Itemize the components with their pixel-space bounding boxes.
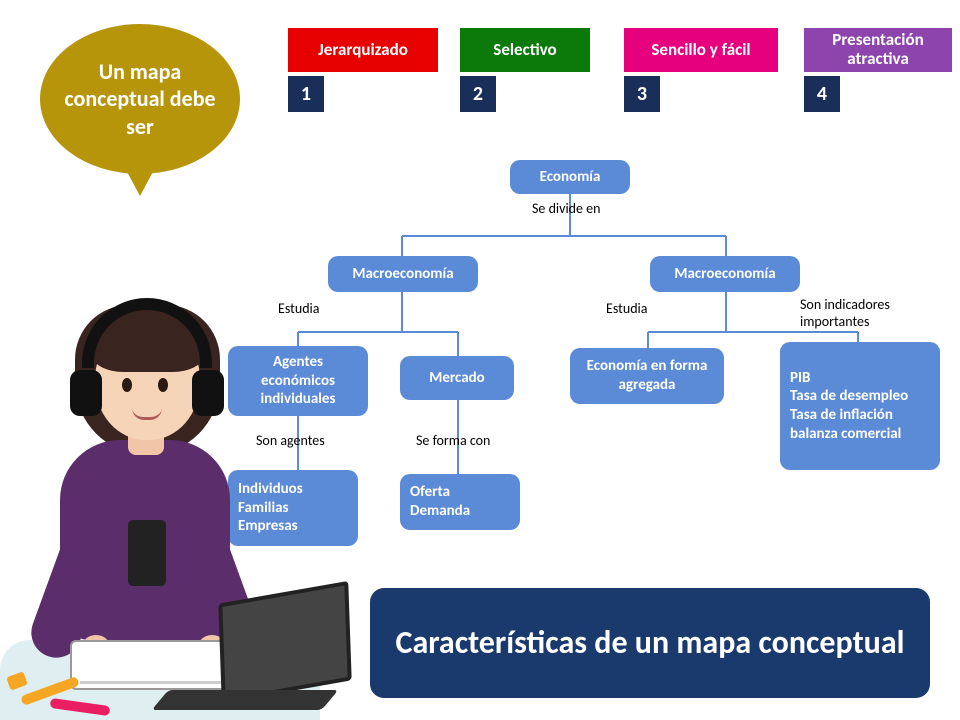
node-oferta: Oferta Demanda xyxy=(400,474,520,530)
laptop-base xyxy=(152,690,339,710)
edge-label-5: Se forma con xyxy=(416,432,490,449)
node-root: Economía xyxy=(510,160,630,194)
eyebrow-right xyxy=(154,366,174,370)
category-box-1: Jerarquizado xyxy=(288,28,438,72)
eye-right xyxy=(158,378,168,392)
title-banner: Características de un mapa conceptual xyxy=(370,588,930,698)
laptop-screen xyxy=(218,581,351,703)
edge-label-0: Se divide en xyxy=(532,200,600,217)
node-pib: PIB Tasa de desempleo Tasa de inflación … xyxy=(780,342,940,470)
headphone-ear-left xyxy=(70,370,102,416)
node-macro1: Macroeconomía xyxy=(328,256,478,292)
node-econ_agr: Economía en forma agregada xyxy=(570,348,724,404)
notebook-line xyxy=(80,681,230,684)
phone xyxy=(128,520,166,586)
node-macro2: Macroeconomía xyxy=(650,256,800,292)
edge-label-2: Estudia xyxy=(606,300,647,317)
headphone-ear-right xyxy=(192,370,224,416)
edge-label-3: Son indicadores importantes xyxy=(800,296,950,330)
speech-bubble: Un mapa conceptual debe ser xyxy=(40,24,240,174)
eye-left xyxy=(122,378,132,392)
title-banner-text: Características de un mapa conceptual xyxy=(396,624,905,662)
category-number-1: 1 xyxy=(288,76,324,112)
category-number-4: 4 xyxy=(804,76,840,112)
category-box-2: Selectivo xyxy=(460,28,590,72)
category-number-3: 3 xyxy=(624,76,660,112)
person-illustration xyxy=(0,280,320,720)
speech-bubble-text: Un mapa conceptual debe ser xyxy=(60,58,220,141)
category-box-3: Sencillo y fácil xyxy=(624,28,778,72)
category-box-4: Presentación atractiva xyxy=(804,28,952,72)
category-number-2: 2 xyxy=(460,76,496,112)
node-mercado: Mercado xyxy=(400,356,514,400)
headphone-band xyxy=(82,298,212,368)
eyebrow-left xyxy=(116,366,136,370)
speech-bubble-tail xyxy=(125,168,155,196)
